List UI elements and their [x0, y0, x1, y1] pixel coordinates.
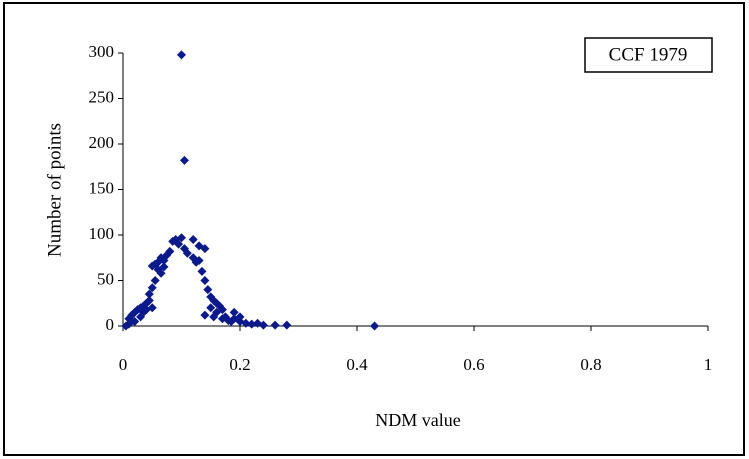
point [150, 276, 160, 285]
point [144, 296, 154, 306]
x-tick-label: 0.4 [346, 355, 368, 374]
point [182, 248, 192, 258]
x-tick-label: 0.8 [580, 355, 601, 374]
y-tick-label: 150 [89, 178, 115, 197]
y-tick-label: 0 [106, 315, 115, 334]
point [258, 320, 268, 330]
x-tick-label: 0.6 [463, 355, 484, 374]
point [200, 244, 210, 254]
point [282, 320, 292, 330]
chart-border [3, 2, 745, 456]
point [144, 289, 154, 299]
y-tick-label: 50 [97, 269, 114, 288]
point [147, 283, 157, 293]
y-tick-label: 300 [89, 42, 115, 61]
point [203, 285, 213, 295]
point [241, 318, 251, 328]
annotation-box [584, 37, 713, 73]
point [147, 261, 157, 271]
point [370, 321, 380, 331]
point [174, 239, 184, 249]
y-tick-label: 200 [89, 133, 115, 152]
y-axis-label: Number of points [44, 123, 65, 257]
x-tick-label: 0.2 [229, 355, 250, 374]
point [229, 307, 239, 317]
point [270, 320, 280, 330]
point [159, 262, 169, 272]
x-tick-label: 0 [119, 355, 128, 374]
y-tick-label: 250 [89, 87, 115, 106]
point [121, 321, 131, 331]
point [138, 307, 148, 317]
point [124, 319, 134, 329]
point [177, 50, 186, 60]
point [156, 268, 166, 278]
point [194, 255, 204, 265]
x-tick-label: 1 [704, 355, 713, 374]
point [188, 235, 198, 245]
point [247, 319, 257, 329]
point [197, 266, 207, 276]
point [200, 276, 210, 285]
point [212, 307, 222, 317]
point [147, 303, 157, 313]
point [206, 303, 216, 313]
annotation: CCF 1979 [609, 44, 688, 65]
point [177, 233, 186, 243]
x-axis-label: NDM value [375, 410, 460, 430]
point [179, 155, 189, 165]
point [200, 310, 210, 320]
y-tick-label: 100 [89, 224, 115, 243]
point [235, 312, 245, 322]
